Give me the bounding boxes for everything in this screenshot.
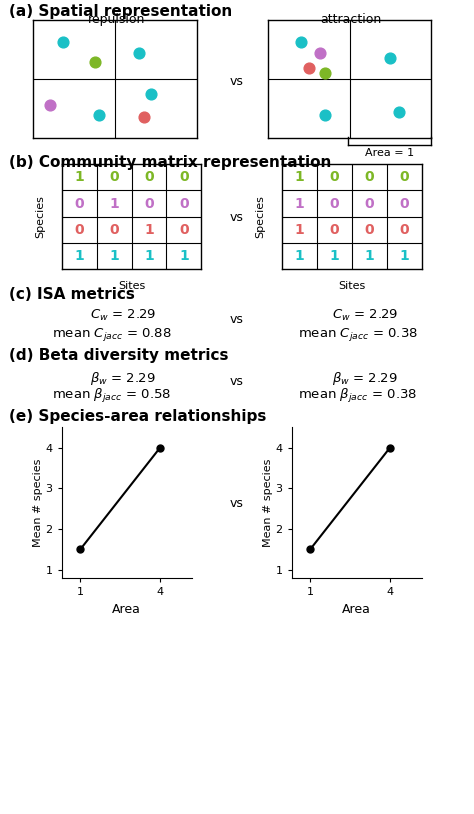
Text: 1: 1 [295, 196, 304, 211]
Text: Species: Species [255, 195, 265, 238]
Text: 0: 0 [109, 222, 119, 237]
Text: Sites: Sites [338, 281, 365, 291]
Text: (a) Spatial representation: (a) Spatial representation [9, 4, 233, 19]
Point [395, 106, 402, 119]
Text: $\beta_w$ = 2.29: $\beta_w$ = 2.29 [332, 370, 398, 387]
Text: vs: vs [230, 313, 244, 326]
Text: vs: vs [230, 497, 244, 510]
Text: 1: 1 [295, 248, 304, 263]
Text: 1: 1 [400, 248, 409, 263]
Text: 0: 0 [400, 196, 409, 211]
Text: 1: 1 [74, 248, 84, 263]
Text: 1: 1 [109, 196, 119, 211]
Text: attraction: attraction [320, 13, 382, 26]
Text: 1: 1 [365, 248, 374, 263]
Text: repulsion: repulsion [87, 13, 145, 26]
Text: 0: 0 [400, 222, 409, 237]
Point [136, 47, 143, 60]
Text: mean $C_{jacc}$ = 0.88: mean $C_{jacc}$ = 0.88 [52, 326, 171, 343]
Text: 0: 0 [329, 196, 339, 211]
Text: mean $\beta_{jacc}$ = 0.38: mean $\beta_{jacc}$ = 0.38 [298, 387, 418, 405]
X-axis label: Area: Area [342, 602, 371, 615]
Text: 1: 1 [179, 248, 189, 263]
Text: vs: vs [230, 211, 244, 224]
Point [321, 108, 329, 121]
Text: 1: 1 [109, 248, 119, 263]
Text: 0: 0 [109, 170, 119, 185]
Point [321, 67, 329, 80]
Text: 1: 1 [144, 248, 154, 263]
Text: Area = 1: Area = 1 [365, 148, 414, 158]
Text: 0: 0 [365, 222, 374, 237]
Text: (b) Community matrix representation: (b) Community matrix representation [9, 155, 332, 169]
Point [46, 98, 53, 112]
Text: (d) Beta diversity metrics: (d) Beta diversity metrics [9, 348, 229, 363]
X-axis label: Area: Area [112, 602, 141, 615]
Text: 1: 1 [295, 222, 304, 237]
Point [387, 51, 394, 64]
Text: 0: 0 [179, 170, 189, 185]
Text: Species: Species [35, 195, 46, 238]
Text: 0: 0 [365, 170, 374, 185]
Text: (e) Species-area relationships: (e) Species-area relationships [9, 409, 267, 423]
Text: 0: 0 [144, 196, 154, 211]
Text: 0: 0 [144, 170, 154, 185]
Text: mean $C_{jacc}$ = 0.38: mean $C_{jacc}$ = 0.38 [298, 326, 418, 343]
Point [147, 87, 155, 100]
Point [297, 35, 304, 48]
Text: 0: 0 [400, 170, 409, 185]
Point [141, 111, 148, 124]
Text: vs: vs [230, 75, 244, 88]
Text: 1: 1 [144, 222, 154, 237]
Y-axis label: Mean # species: Mean # species [33, 458, 43, 547]
Point [95, 108, 102, 121]
Text: 1: 1 [74, 170, 84, 185]
Point [305, 61, 312, 74]
Point [59, 35, 66, 48]
Point [91, 55, 99, 68]
Text: 1: 1 [329, 248, 339, 263]
Text: Sites: Sites [118, 281, 145, 291]
Text: 0: 0 [74, 222, 84, 237]
Text: 0: 0 [74, 196, 84, 211]
Text: 0: 0 [329, 170, 339, 185]
Text: vs: vs [230, 375, 244, 388]
Text: 1: 1 [295, 170, 304, 185]
Y-axis label: Mean # species: Mean # species [263, 458, 273, 547]
Text: 0: 0 [179, 196, 189, 211]
Text: 0: 0 [365, 196, 374, 211]
Text: $C_w$ = 2.29: $C_w$ = 2.29 [332, 308, 398, 323]
Text: $\beta_w$ = 2.29: $\beta_w$ = 2.29 [91, 370, 156, 387]
Text: mean $\beta_{jacc}$ = 0.58: mean $\beta_{jacc}$ = 0.58 [52, 387, 171, 405]
Text: (c) ISA metrics: (c) ISA metrics [9, 287, 136, 301]
Text: $C_w$ = 2.29: $C_w$ = 2.29 [90, 308, 156, 323]
Text: 0: 0 [179, 222, 189, 237]
Point [316, 47, 324, 60]
Text: 0: 0 [329, 222, 339, 237]
